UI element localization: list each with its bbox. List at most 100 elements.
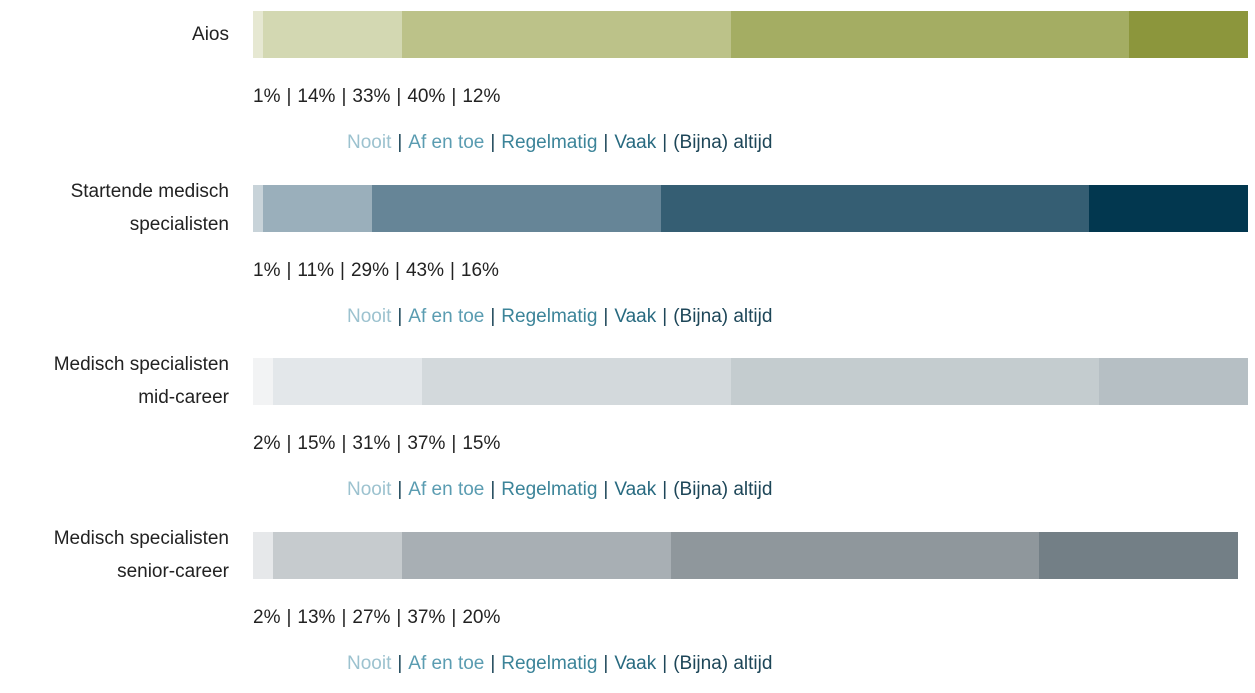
value-label: 16%: [460, 259, 499, 281]
legend-entry: Vaak: [614, 305, 657, 327]
value-label: 2%: [253, 606, 281, 628]
separator: |: [397, 305, 403, 327]
value-label: 15%: [462, 433, 501, 454]
value-labels: 2% | 15% | 31% | 37% | 15%: [253, 433, 500, 455]
separator: |: [449, 259, 455, 281]
bar-segment: [660, 184, 1089, 232]
legend-entry: Af en toe: [408, 132, 485, 153]
legend-entry: Af en toe: [408, 479, 485, 500]
bar-segment: [253, 11, 263, 58]
bar-segment: [730, 358, 1099, 405]
value-label: 14%: [297, 86, 336, 107]
category-label: Medisch specialisten senior-career: [53, 527, 229, 582]
legend-entry: Vaak: [614, 132, 657, 153]
value-label: 1%: [253, 259, 281, 281]
separator: |: [396, 86, 402, 107]
bar-segment: [372, 184, 661, 232]
separator: |: [340, 259, 345, 281]
value-label: 15%: [297, 433, 336, 454]
value-label: 31%: [352, 433, 391, 454]
legend-entry: (Bijna) altijd: [673, 132, 773, 153]
legend-entry: Regelmatig: [501, 652, 598, 674]
legend-entry: Regelmatig: [501, 479, 598, 500]
bar-segment: [253, 184, 263, 232]
separator: |: [286, 86, 292, 107]
value-label: 37%: [407, 433, 446, 454]
value-labels: 1% | 14% | 33% | 40% | 12%: [253, 86, 500, 108]
value-label: 20%: [462, 606, 501, 628]
category-label: Startende medisch specialisten: [70, 180, 229, 235]
value-label: 29%: [350, 259, 389, 281]
separator: |: [451, 606, 457, 628]
value-label: 12%: [462, 86, 501, 107]
legend: Nooit | Af en toe | Regelmatig | Vaak | (Bijna) …: [347, 306, 772, 328]
separator: |: [396, 606, 402, 628]
separator: |: [603, 479, 609, 500]
separator: |: [397, 479, 403, 500]
value-label: 1%: [253, 86, 281, 107]
bar-segment: [272, 358, 423, 405]
legend-entry: Nooit: [347, 305, 392, 327]
legend-entry: (Bijna) altijd: [673, 479, 773, 500]
legend-entry: Nooit: [347, 132, 392, 153]
bar-segment: [262, 11, 403, 58]
value-label: 11%: [297, 259, 335, 281]
legend-entry: Regelmatig: [501, 132, 598, 153]
legend-entry: Af en toe: [408, 652, 485, 674]
value-label: 2%: [253, 433, 281, 454]
legend-entry: Vaak: [614, 652, 657, 674]
separator: |: [395, 259, 400, 281]
separator: |: [603, 132, 609, 153]
legend: Nooit | Af en toe | Regelmatig | Vaak | (Bijna) …: [347, 132, 772, 154]
separator: |: [397, 652, 403, 674]
bar-segment: [422, 358, 731, 405]
category-label: Aios: [192, 24, 229, 45]
bar-segment: [272, 531, 403, 579]
value-label: 43%: [405, 259, 444, 281]
separator: |: [490, 132, 496, 153]
separator: |: [286, 433, 292, 454]
separator: |: [490, 479, 496, 500]
separator: |: [451, 433, 457, 454]
separator: |: [341, 433, 347, 454]
bar-segment: [402, 531, 671, 579]
separator: |: [662, 305, 668, 327]
legend-entry: (Bijna) altijd: [673, 305, 773, 327]
legend-entry: Af en toe: [408, 305, 485, 327]
value-labels: 1% | 11% | 29% | 43% | 16%: [253, 260, 499, 282]
legend-entry: Nooit: [347, 479, 392, 500]
value-label: 27%: [352, 606, 391, 628]
separator: |: [662, 132, 668, 153]
separator: |: [341, 606, 347, 628]
separator: |: [397, 132, 403, 153]
legend-entry: Regelmatig: [501, 305, 598, 327]
separator: |: [286, 606, 292, 628]
separator: |: [662, 479, 668, 500]
bar-segment: [1039, 531, 1239, 579]
bar-segment: [402, 11, 731, 58]
separator: |: [603, 305, 609, 327]
bar-segment: [253, 531, 273, 579]
value-label: 37%: [407, 606, 446, 628]
bar-segment: [730, 11, 1129, 58]
separator: |: [451, 86, 457, 107]
bar-segment: [1088, 184, 1248, 232]
legend: Nooit | Af en toe | Regelmatig | Vaak | (Bijna) …: [347, 653, 772, 675]
bar-segment: [670, 531, 1040, 579]
separator: |: [490, 305, 496, 327]
value-label: 40%: [407, 86, 446, 107]
separator: |: [286, 259, 292, 281]
value-label: 33%: [352, 86, 391, 107]
bar-segment: [262, 184, 373, 232]
bar-segment: [1128, 11, 1248, 58]
bar-segment: [253, 358, 273, 405]
separator: |: [662, 652, 668, 674]
separator: |: [603, 652, 609, 674]
value-label: 13%: [297, 606, 336, 628]
category-label: Medisch specialisten mid-career: [53, 354, 229, 408]
legend-entry: Vaak: [614, 479, 657, 500]
separator: |: [396, 433, 402, 454]
bar-segment: [1098, 358, 1248, 405]
separator: |: [490, 652, 496, 674]
